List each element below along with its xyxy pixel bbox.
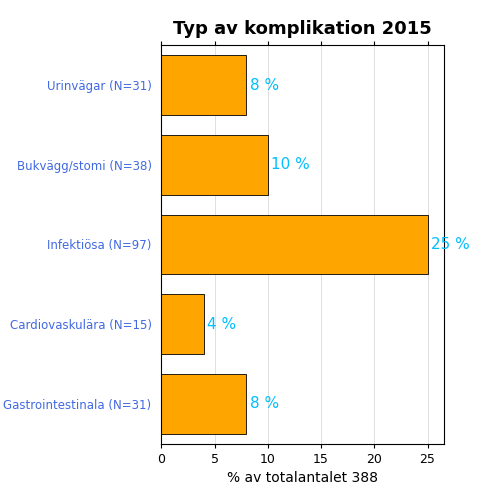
Text: 10 %: 10 % — [271, 157, 310, 172]
Title: Typ av komplikation 2015: Typ av komplikation 2015 — [173, 20, 432, 38]
Bar — [161, 135, 268, 195]
Bar — [161, 215, 427, 274]
Bar — [161, 294, 204, 354]
X-axis label: % av totalantalet 388: % av totalantalet 388 — [227, 471, 378, 485]
Text: 8 %: 8 % — [249, 396, 279, 411]
Bar — [161, 374, 246, 433]
Text: 8 %: 8 % — [249, 78, 279, 93]
Text: 25 %: 25 % — [431, 237, 470, 252]
Text: 4 %: 4 % — [207, 317, 236, 332]
Bar — [161, 55, 246, 115]
